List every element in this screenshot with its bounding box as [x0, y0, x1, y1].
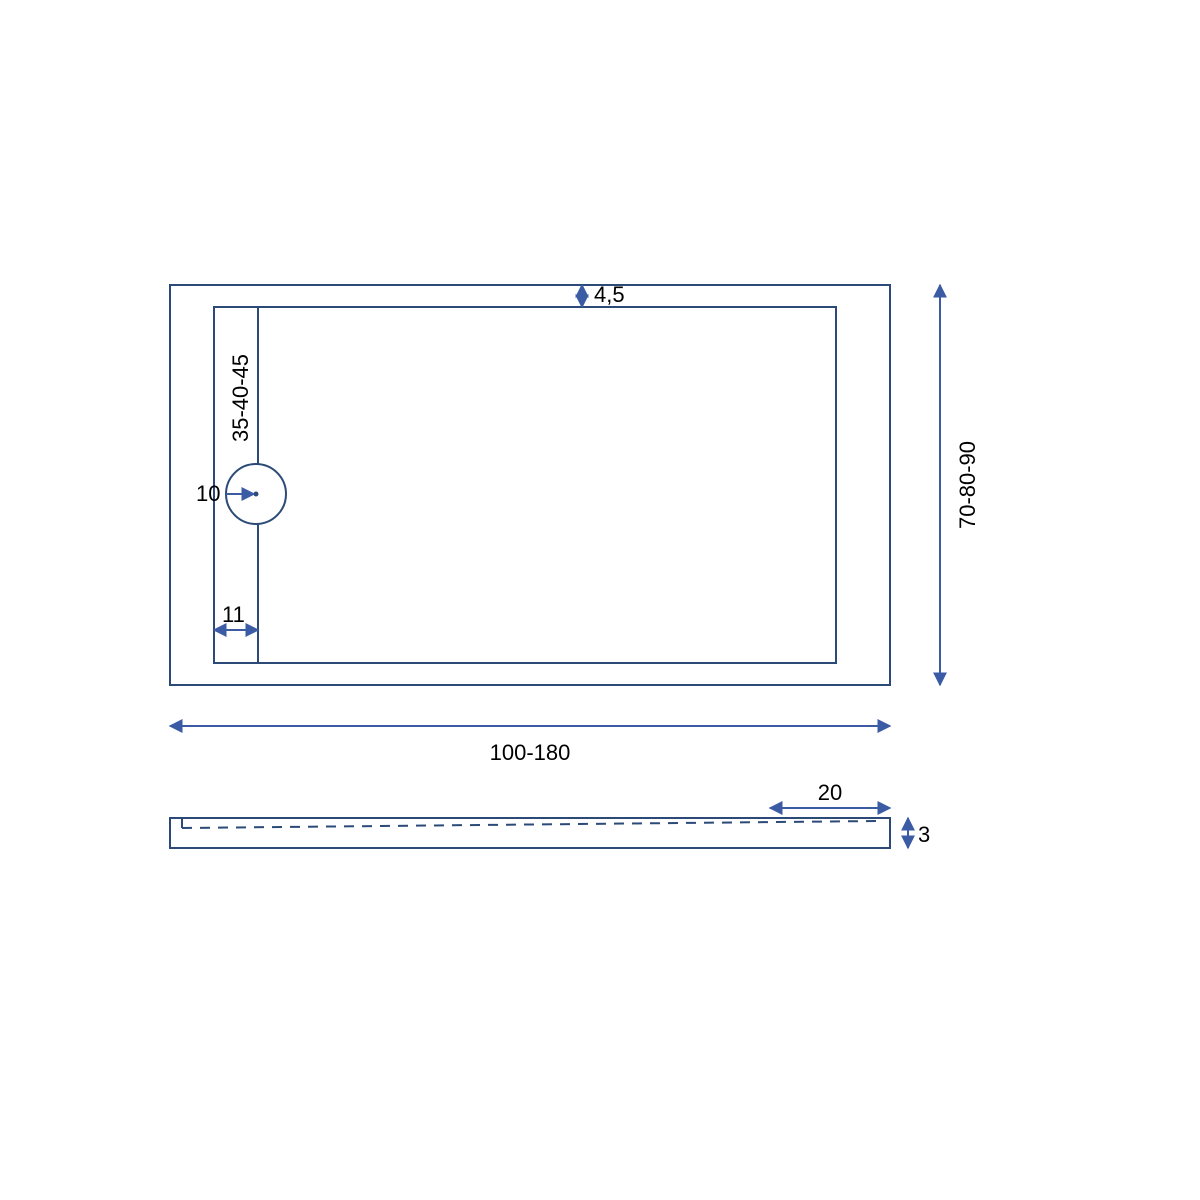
label-side-right: 20 [818, 780, 842, 805]
side-view [170, 818, 890, 848]
label-width: 100-180 [490, 740, 571, 765]
dim-height: 70-80-90 [940, 285, 980, 685]
label-thickness: 3 [918, 822, 930, 847]
label-drain-top: 35-40-45 [228, 354, 253, 442]
dim-side-right: 20 [770, 780, 890, 808]
dim-width: 100-180 [170, 726, 890, 765]
label-height: 70-80-90 [955, 441, 980, 529]
label-drain-dia: 10 [196, 481, 220, 506]
label-drain-left: 11 [222, 602, 245, 627]
dim-drain-top: 35-40-45 [228, 354, 253, 442]
label-rim-top: 4,5 [594, 282, 625, 307]
dim-thickness: 3 [908, 818, 930, 848]
top-view [170, 285, 890, 685]
technical-drawing: 100-180 70-80-90 4,5 35-40-45 10 11 20 [0, 0, 1200, 1200]
drain-center [254, 492, 259, 497]
